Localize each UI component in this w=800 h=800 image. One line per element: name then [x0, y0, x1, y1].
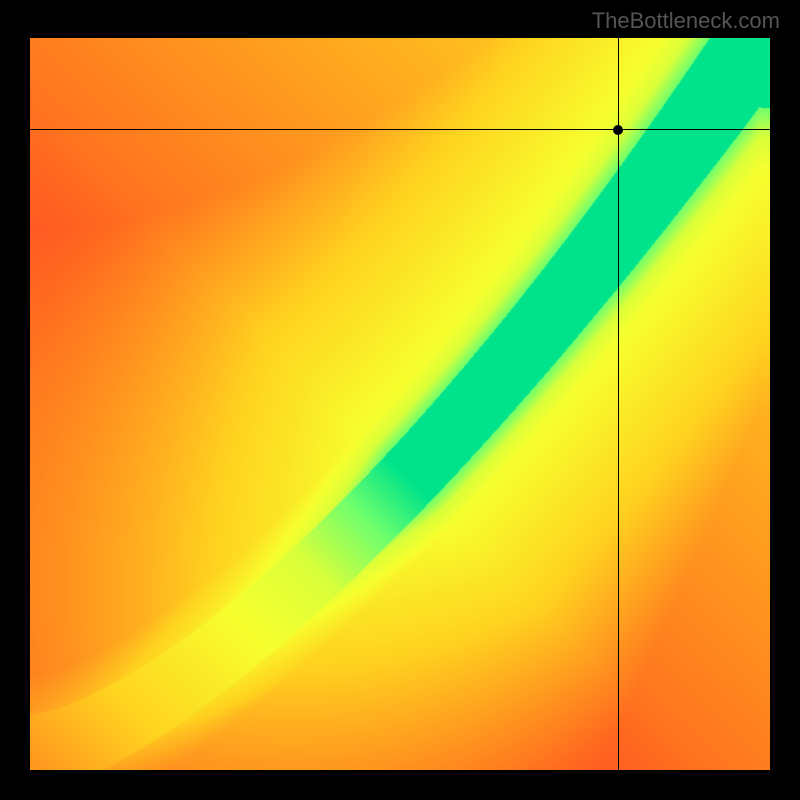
crosshair-vertical	[618, 38, 619, 770]
crosshair-horizontal	[30, 129, 770, 130]
crosshair-point	[613, 125, 623, 135]
watermark-text: TheBottleneck.com	[592, 8, 780, 34]
bottleneck-heatmap	[30, 38, 770, 770]
